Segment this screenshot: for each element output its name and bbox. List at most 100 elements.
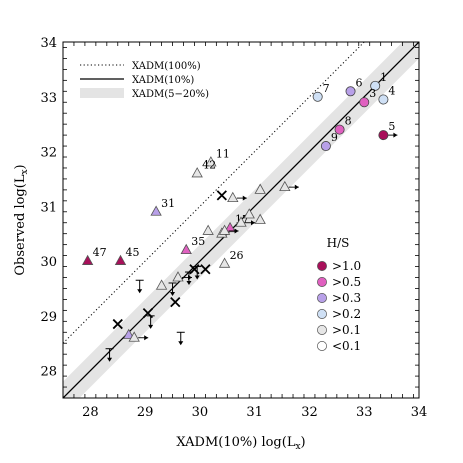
data-point [128,331,149,342]
y-axis-title-end: ) [13,164,28,169]
triangle-marker [235,216,247,227]
point-label: 47 [93,246,107,259]
limit-arrow-head [294,184,299,190]
data-point [123,328,135,339]
marker-layer: 164378951142313517264745 [81,71,398,362]
data-point [254,183,266,194]
point-label: 42 [202,158,216,171]
data-point: 9 [320,131,338,152]
triangle-marker [81,254,94,265]
limit-arrow-head [144,335,149,341]
legend-color-label: >0.5 [332,275,361,289]
x-tick-label: 31 [246,405,263,420]
data-point: 3 [359,87,376,108]
x-axis-title: XADM(10%) log(Lx) [176,435,305,452]
circle-marker [334,124,345,135]
data-point: 42 [191,158,216,178]
legend-color-swatch [317,325,327,335]
y-tick-label: 31 [40,200,57,215]
x-tick-label: 29 [137,405,154,420]
legend-color-swatch [317,309,327,319]
point-label: 1 [380,71,387,84]
point-label: 3 [369,87,376,100]
data-point: 1 [370,71,387,91]
limit-arrow-head [393,132,398,138]
circle-marker [370,80,381,91]
x-marker [112,318,123,330]
data-point [155,279,168,290]
data-point: 4 [378,85,395,105]
point-label: 31 [161,197,175,210]
limit-head [194,275,200,280]
data-point [243,208,255,219]
x-tick-label: 28 [82,405,99,420]
data-point [112,318,123,330]
data-point: 11 [205,147,230,167]
triangle-marker [224,221,236,233]
limit-arrow-head [234,228,239,234]
y-axis-title-sub: x [20,169,30,174]
legend-color-swatch [317,293,327,303]
limit-head [186,281,192,286]
data-point [202,224,214,235]
x-marker [200,264,211,275]
point-label: 8 [345,115,352,128]
legend-color-label: >0.3 [332,291,361,305]
plot-frame [62,41,420,399]
data-point: 45 [114,246,140,265]
point-label: 9 [331,131,338,144]
data-point: 47 [81,246,107,265]
circle-marker [378,130,389,141]
triangle-marker [180,243,192,255]
point-label: 45 [126,246,140,259]
x-axis-title-main: XADM(10%) log(L [176,435,295,450]
triangle-marker [172,271,184,282]
limit-head [178,341,184,346]
data-point [168,282,177,296]
y-tick-label: 30 [40,255,57,270]
data-point [216,190,227,201]
y-tick-label: 32 [40,146,57,161]
point-label: 11 [216,147,230,160]
circle-marker [312,91,323,102]
limit-head [137,289,143,294]
legend-color-label: <0.1 [332,339,361,353]
legend-color-swatch [317,277,327,287]
triangle-marker [202,224,214,235]
limit-arrow-head [251,220,255,226]
x-tick-label: 30 [192,405,209,420]
y-tick-label: 34 [40,36,57,51]
x-axis-title-sub: x [295,442,300,452]
y-axis-title-main: Observed log(L [13,174,28,275]
data-point [176,331,185,346]
data-point [135,279,144,294]
data-point: 5 [378,120,398,141]
y-tick-label: 29 [40,310,57,325]
data-point: 31 [150,197,175,216]
triangle-marker [227,191,239,202]
point-label: 26 [230,249,244,262]
legend-color-swatch [317,341,327,351]
x-tick-label: 34 [411,405,428,420]
triangle-marker [114,254,127,265]
data-point [146,315,155,329]
data-point [279,180,299,192]
legend-line-label: XADM(10%) [132,75,194,86]
legend-color-label: >0.2 [332,307,361,321]
data-point: 26 [218,249,244,268]
point-label: 4 [388,85,395,98]
data-point [235,216,255,227]
data-point: 7 [312,82,330,102]
data-point: 8 [334,115,352,135]
legend-color-label: >0.1 [332,323,361,337]
legend-color-label: >1.0 [332,259,361,273]
point-label: 5 [388,120,395,133]
line-100 [63,42,365,344]
limit-head [107,357,113,362]
legend-layer: XADM(100%) XADM(10%) XADM(5−20%) H/S >1.0 >0.… [80,61,361,353]
data-point: 35 [180,235,205,255]
legend-line-label: XADM(100%) [132,61,201,72]
circle-marker [378,94,389,105]
data-point [218,224,239,235]
